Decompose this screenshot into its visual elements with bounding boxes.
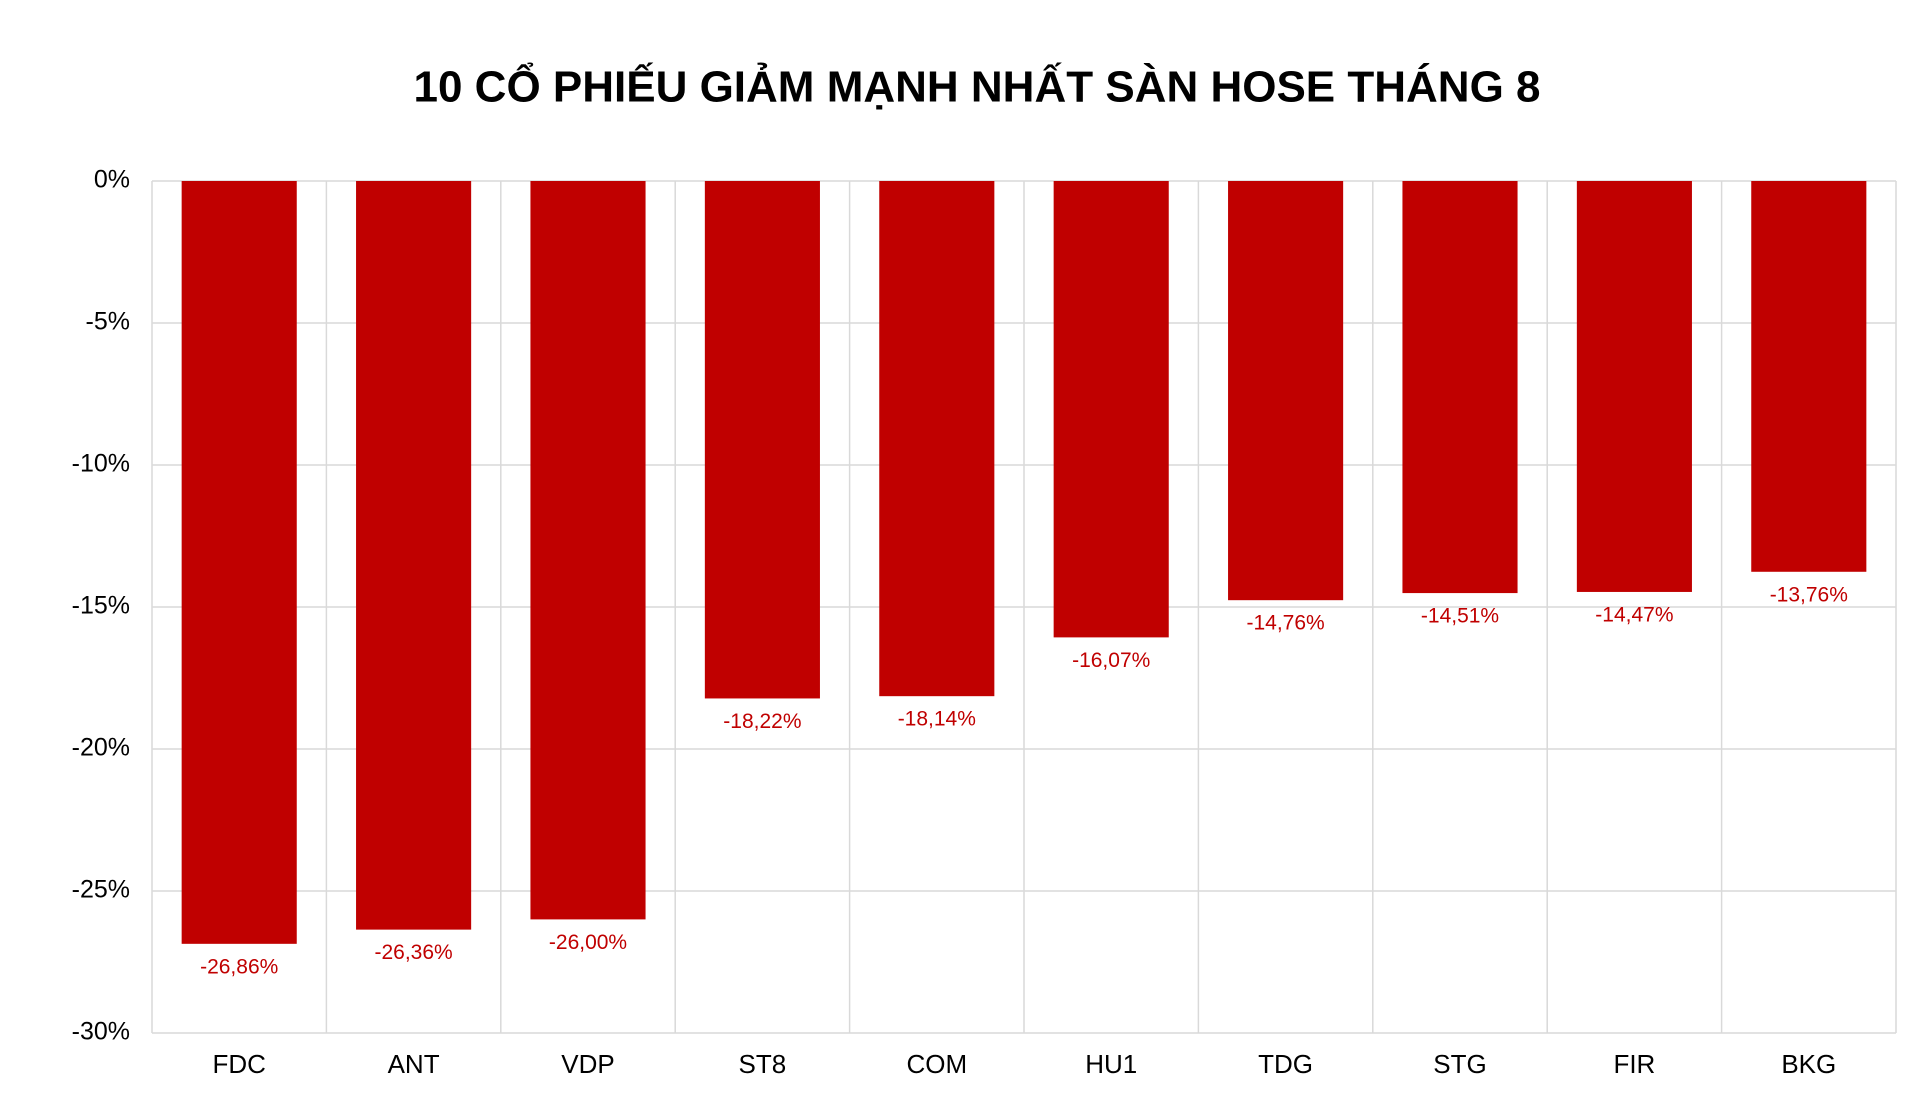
bar: [1751, 181, 1867, 572]
x-tick-label: VDP: [561, 1049, 614, 1079]
bar: [530, 181, 646, 920]
x-tick-label: ST8: [739, 1049, 787, 1079]
bar: [1053, 181, 1169, 638]
x-tick-label: ANT: [388, 1049, 440, 1079]
chart-title: 10 CỔ PHIẾU GIẢM MẠNH NHẤT SÀN HOSE THÁN…: [414, 61, 1541, 112]
bar: [1402, 181, 1518, 594]
x-tick-label: FIR: [1613, 1049, 1655, 1079]
y-tick-label: -5%: [86, 308, 130, 336]
bar: [181, 181, 297, 944]
value-label: -13,76%: [1770, 583, 1848, 606]
value-label: -16,07%: [1072, 649, 1150, 672]
value-label: -26,86%: [200, 955, 278, 978]
value-label: -14,51%: [1421, 605, 1499, 628]
y-tick-label: -10%: [72, 450, 130, 478]
y-tick-label: -20%: [72, 734, 130, 762]
bar: [1228, 181, 1344, 601]
y-tick-label: 0%: [94, 166, 130, 194]
x-tick-label: BKG: [1781, 1049, 1836, 1079]
x-tick-label: COM: [906, 1049, 967, 1079]
value-label: -14,76%: [1246, 612, 1324, 635]
x-tick-label: HU1: [1085, 1049, 1137, 1079]
value-label: -14,47%: [1595, 603, 1673, 626]
y-tick-label: -15%: [72, 592, 130, 620]
bar: [1576, 181, 1692, 592]
bar: [704, 181, 820, 699]
x-tick-label: STG: [1433, 1049, 1486, 1079]
x-tick-label: FDC: [212, 1049, 265, 1079]
y-tick-label: -30%: [72, 1018, 130, 1046]
y-tick-label: -25%: [72, 876, 130, 904]
value-label: -26,00%: [549, 931, 627, 954]
value-label: -26,36%: [374, 941, 452, 964]
value-label: -18,22%: [723, 710, 801, 733]
bar: [879, 181, 995, 697]
x-tick-label: TDG: [1258, 1049, 1313, 1079]
value-label: -18,14%: [898, 708, 976, 731]
bar: [356, 181, 472, 930]
